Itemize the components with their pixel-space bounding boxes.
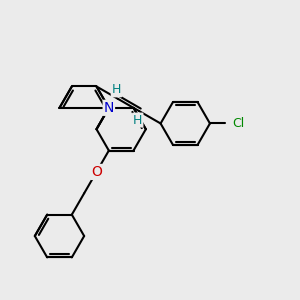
- Text: H: H: [112, 83, 121, 96]
- Text: Cl: Cl: [232, 117, 244, 130]
- Text: H: H: [133, 114, 142, 127]
- Text: O: O: [91, 165, 102, 179]
- Text: N: N: [103, 101, 114, 115]
